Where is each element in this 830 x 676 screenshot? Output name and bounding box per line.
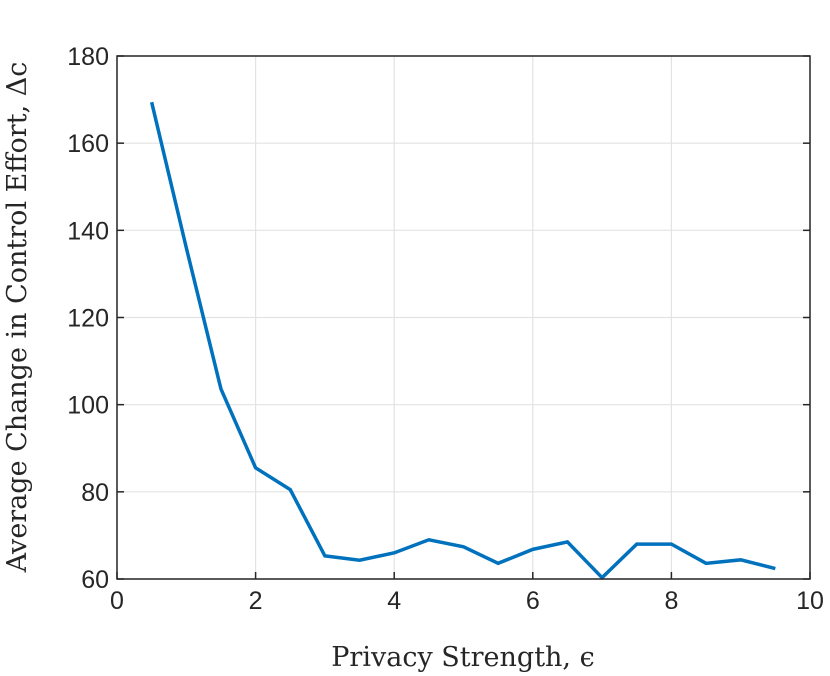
x-axis-label: Privacy Strength, ϵ (331, 642, 594, 673)
x-tick-label: 10 (796, 587, 824, 615)
y-tick-label: 140 (67, 217, 109, 245)
x-tick-label: 6 (526, 587, 540, 615)
y-tick-label: 160 (67, 130, 109, 158)
x-tick-label: 4 (387, 587, 401, 615)
series-line-group (149, 101, 776, 581)
y-tick-label: 120 (67, 305, 109, 333)
grid (116, 55, 811, 580)
y-tick-label: 80 (81, 479, 109, 507)
x-tick-label: 0 (110, 587, 124, 615)
x-tick-label: 8 (664, 587, 678, 615)
ticks: 0 2 4 6 8 10 60 80 100 120 140 160 180 (67, 43, 824, 615)
y-axis-label: Average Change in Control Effort, Δc (2, 62, 33, 574)
y-tick-label: 180 (67, 43, 109, 71)
y-tick-label: 100 (67, 392, 109, 420)
series-line (149, 101, 776, 581)
x-tick-label: 2 (249, 587, 263, 615)
y-tick-label: 60 (81, 566, 109, 594)
